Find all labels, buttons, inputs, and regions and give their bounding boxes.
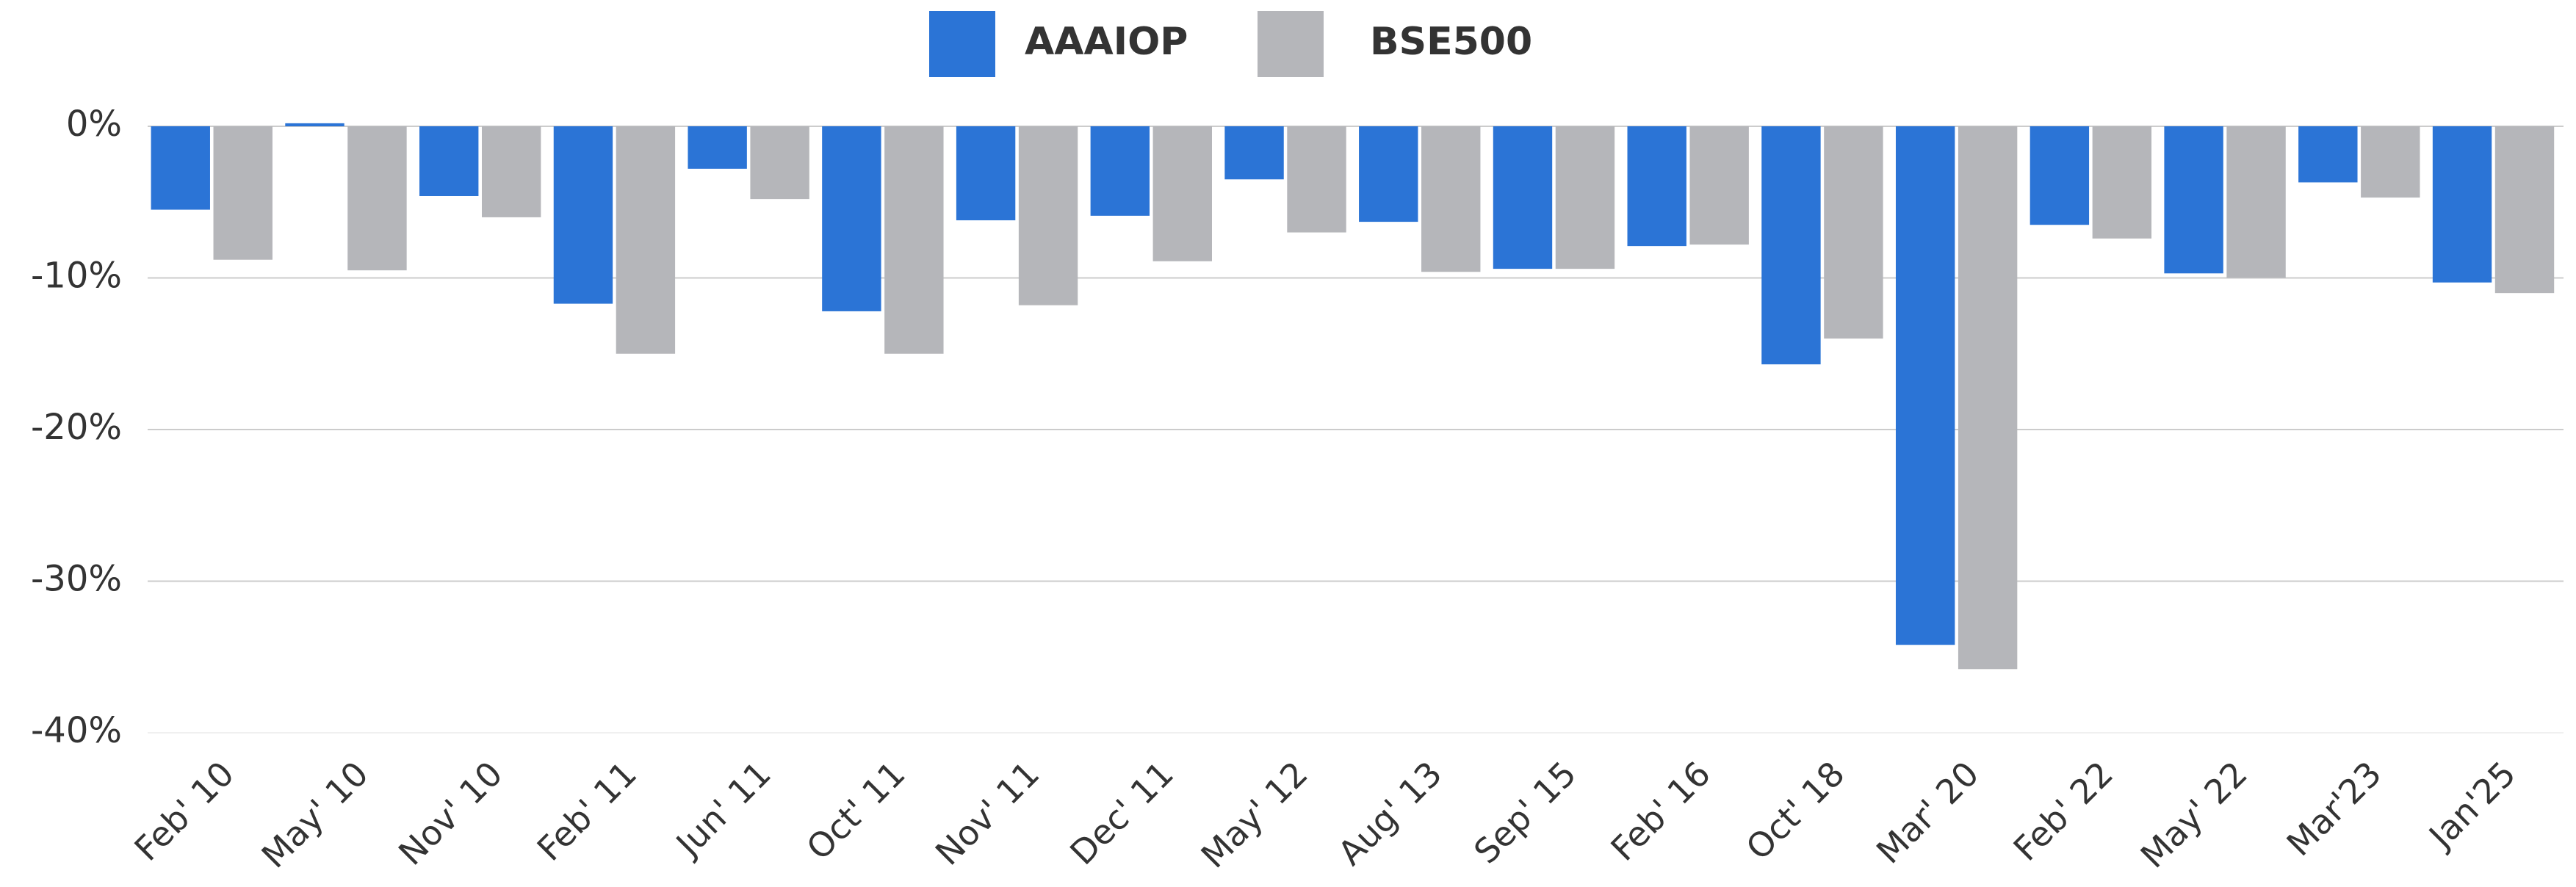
x-tick-label: May' 22: [2133, 753, 2255, 875]
y-tick-label: -10%: [31, 256, 122, 297]
bar: [285, 123, 344, 126]
bar: [2432, 126, 2492, 283]
x-tick-label: Feb' 16: [1603, 753, 1717, 868]
bar: [1152, 126, 1212, 261]
bar: [1555, 126, 1615, 269]
y-tick-label: -40%: [31, 710, 122, 751]
legend-swatch: [1258, 11, 1324, 77]
x-tick-label: Oct' 11: [798, 753, 912, 867]
x-tick-label: Feb' 11: [530, 753, 644, 868]
bar: [1958, 126, 2018, 670]
x-tick-label: Nov' 11: [928, 753, 1047, 872]
x-tick-label: Mar' 20: [1869, 753, 1986, 871]
bar: [1090, 126, 1150, 216]
x-tick-label: Dec' 11: [1062, 753, 1181, 872]
x-tick-label: Nov' 10: [391, 753, 510, 872]
bar: [1224, 126, 1284, 180]
bar: [151, 126, 210, 210]
y-tick-label: -20%: [31, 407, 122, 448]
bar: [1895, 126, 1955, 645]
bar: [419, 126, 479, 196]
bar: [481, 126, 541, 217]
bar: [213, 126, 273, 260]
y-tick-label: 0%: [66, 104, 122, 145]
x-tick-label: Jan'25: [2420, 753, 2523, 857]
bar: [884, 126, 944, 354]
bar: [553, 126, 613, 304]
bar: [1493, 126, 1553, 269]
bar: [2226, 126, 2286, 278]
bar: [347, 126, 407, 271]
x-tick-label: Oct' 18: [1739, 753, 1852, 867]
y-tick-label: -30%: [31, 559, 122, 600]
bar: [2361, 126, 2420, 198]
x-tick-label: May' 12: [1194, 753, 1316, 875]
legend: AAAIOP BSE500: [929, 11, 1532, 77]
bar: [1627, 126, 1686, 247]
bar: [1761, 126, 1821, 365]
legend-swatch: [929, 11, 995, 77]
x-tick-label: May' 10: [254, 753, 376, 875]
bar: [2164, 126, 2223, 274]
legend-label: BSE500: [1370, 20, 1532, 64]
bar: [1018, 126, 1078, 305]
bar: [2494, 126, 2555, 294]
bar: [1824, 126, 1883, 339]
bar: [1359, 126, 1418, 222]
bar: [956, 126, 1016, 221]
bar: [2298, 126, 2358, 183]
legend-label: AAAIOP: [1025, 20, 1188, 64]
bar: [1689, 126, 1749, 245]
bar: [616, 126, 676, 354]
bar: [2092, 126, 2152, 239]
x-tick-label: Aug' 13: [1330, 753, 1449, 872]
x-tick-label: Feb' 10: [127, 753, 242, 868]
bar: [750, 126, 809, 200]
bar: [822, 126, 881, 311]
bar: [688, 126, 747, 169]
x-tick-label: Sep' 15: [1466, 753, 1584, 871]
bar: [1421, 126, 1481, 272]
bar: [1287, 126, 1346, 233]
x-tick-label: Feb' 22: [2006, 753, 2121, 868]
bar: [2030, 126, 2090, 225]
x-tick-label: Mar'23: [2279, 753, 2389, 864]
x-tick-label: Jun' 11: [667, 753, 779, 865]
